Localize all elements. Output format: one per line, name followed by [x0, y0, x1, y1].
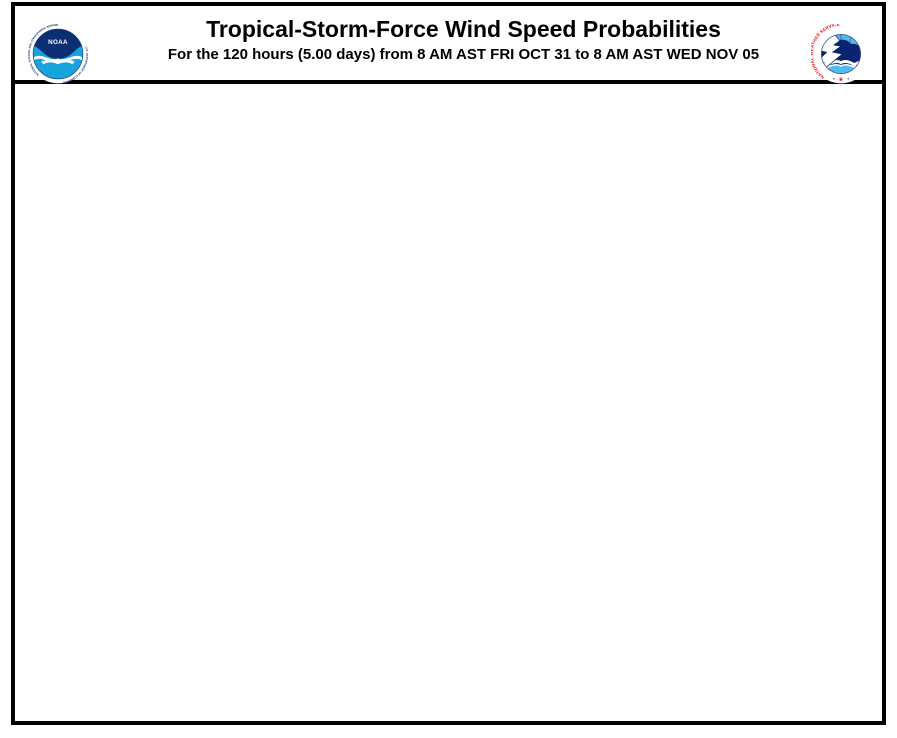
svg-text:★: ★ — [838, 75, 844, 83]
svg-text:•: • — [847, 76, 849, 82]
svg-text:NOAA: NOAA — [48, 39, 68, 46]
svg-text:•: • — [833, 76, 835, 82]
